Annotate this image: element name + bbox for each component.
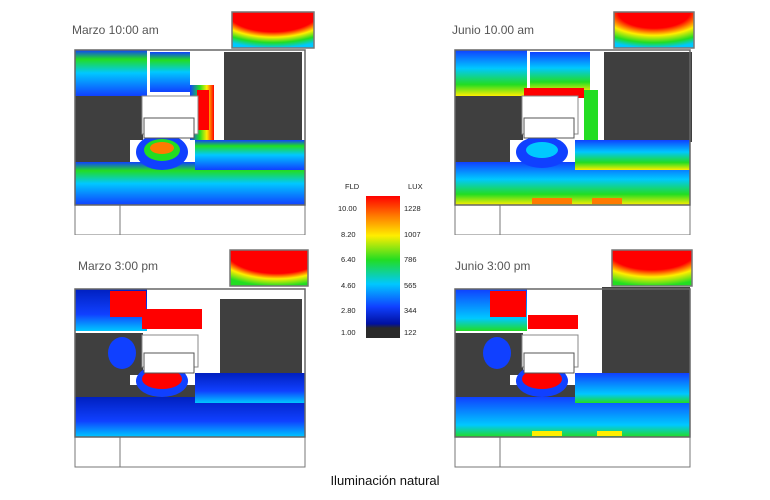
legend-fld-value: 2.80 xyxy=(341,306,356,315)
panel-title-marzo-10am: Marzo 10:00 am xyxy=(72,23,159,37)
legend-lux-value: 122 xyxy=(404,328,417,337)
panel-title-junio-3pm: Junio 3:00 pm xyxy=(455,259,531,273)
legend-fld-value: 4.60 xyxy=(341,281,356,290)
figure-caption: Iluminación natural xyxy=(330,473,440,488)
legend-fld-value: 6.40 xyxy=(341,255,356,264)
legend-fld-value: 10.00 xyxy=(338,204,357,213)
legend-fld-value: 8.20 xyxy=(341,230,356,239)
legend-lux-value: 344 xyxy=(404,306,417,315)
legend-lux-value: 786 xyxy=(404,255,417,264)
floor-plan-junio-10am xyxy=(454,11,695,235)
legend-lux-value: 1007 xyxy=(404,230,421,239)
legend-lux-value: 565 xyxy=(404,281,417,290)
legend-fld-header: FLD xyxy=(345,182,360,191)
floor-plan-junio-3pm xyxy=(454,249,693,468)
legend-lux-value: 1228 xyxy=(404,204,421,213)
panel-title-marzo-3pm: Marzo 3:00 pm xyxy=(78,259,159,273)
floor-plan-marzo-10am xyxy=(74,11,315,235)
legend-lux-header: LUX xyxy=(408,182,423,191)
floor-plan-marzo-3pm xyxy=(74,249,309,468)
panel-title-junio-10am: Junio 10.00 am xyxy=(452,23,535,37)
legend-color-bar xyxy=(366,196,400,338)
legend-fld-value: 1.00 xyxy=(341,328,356,337)
